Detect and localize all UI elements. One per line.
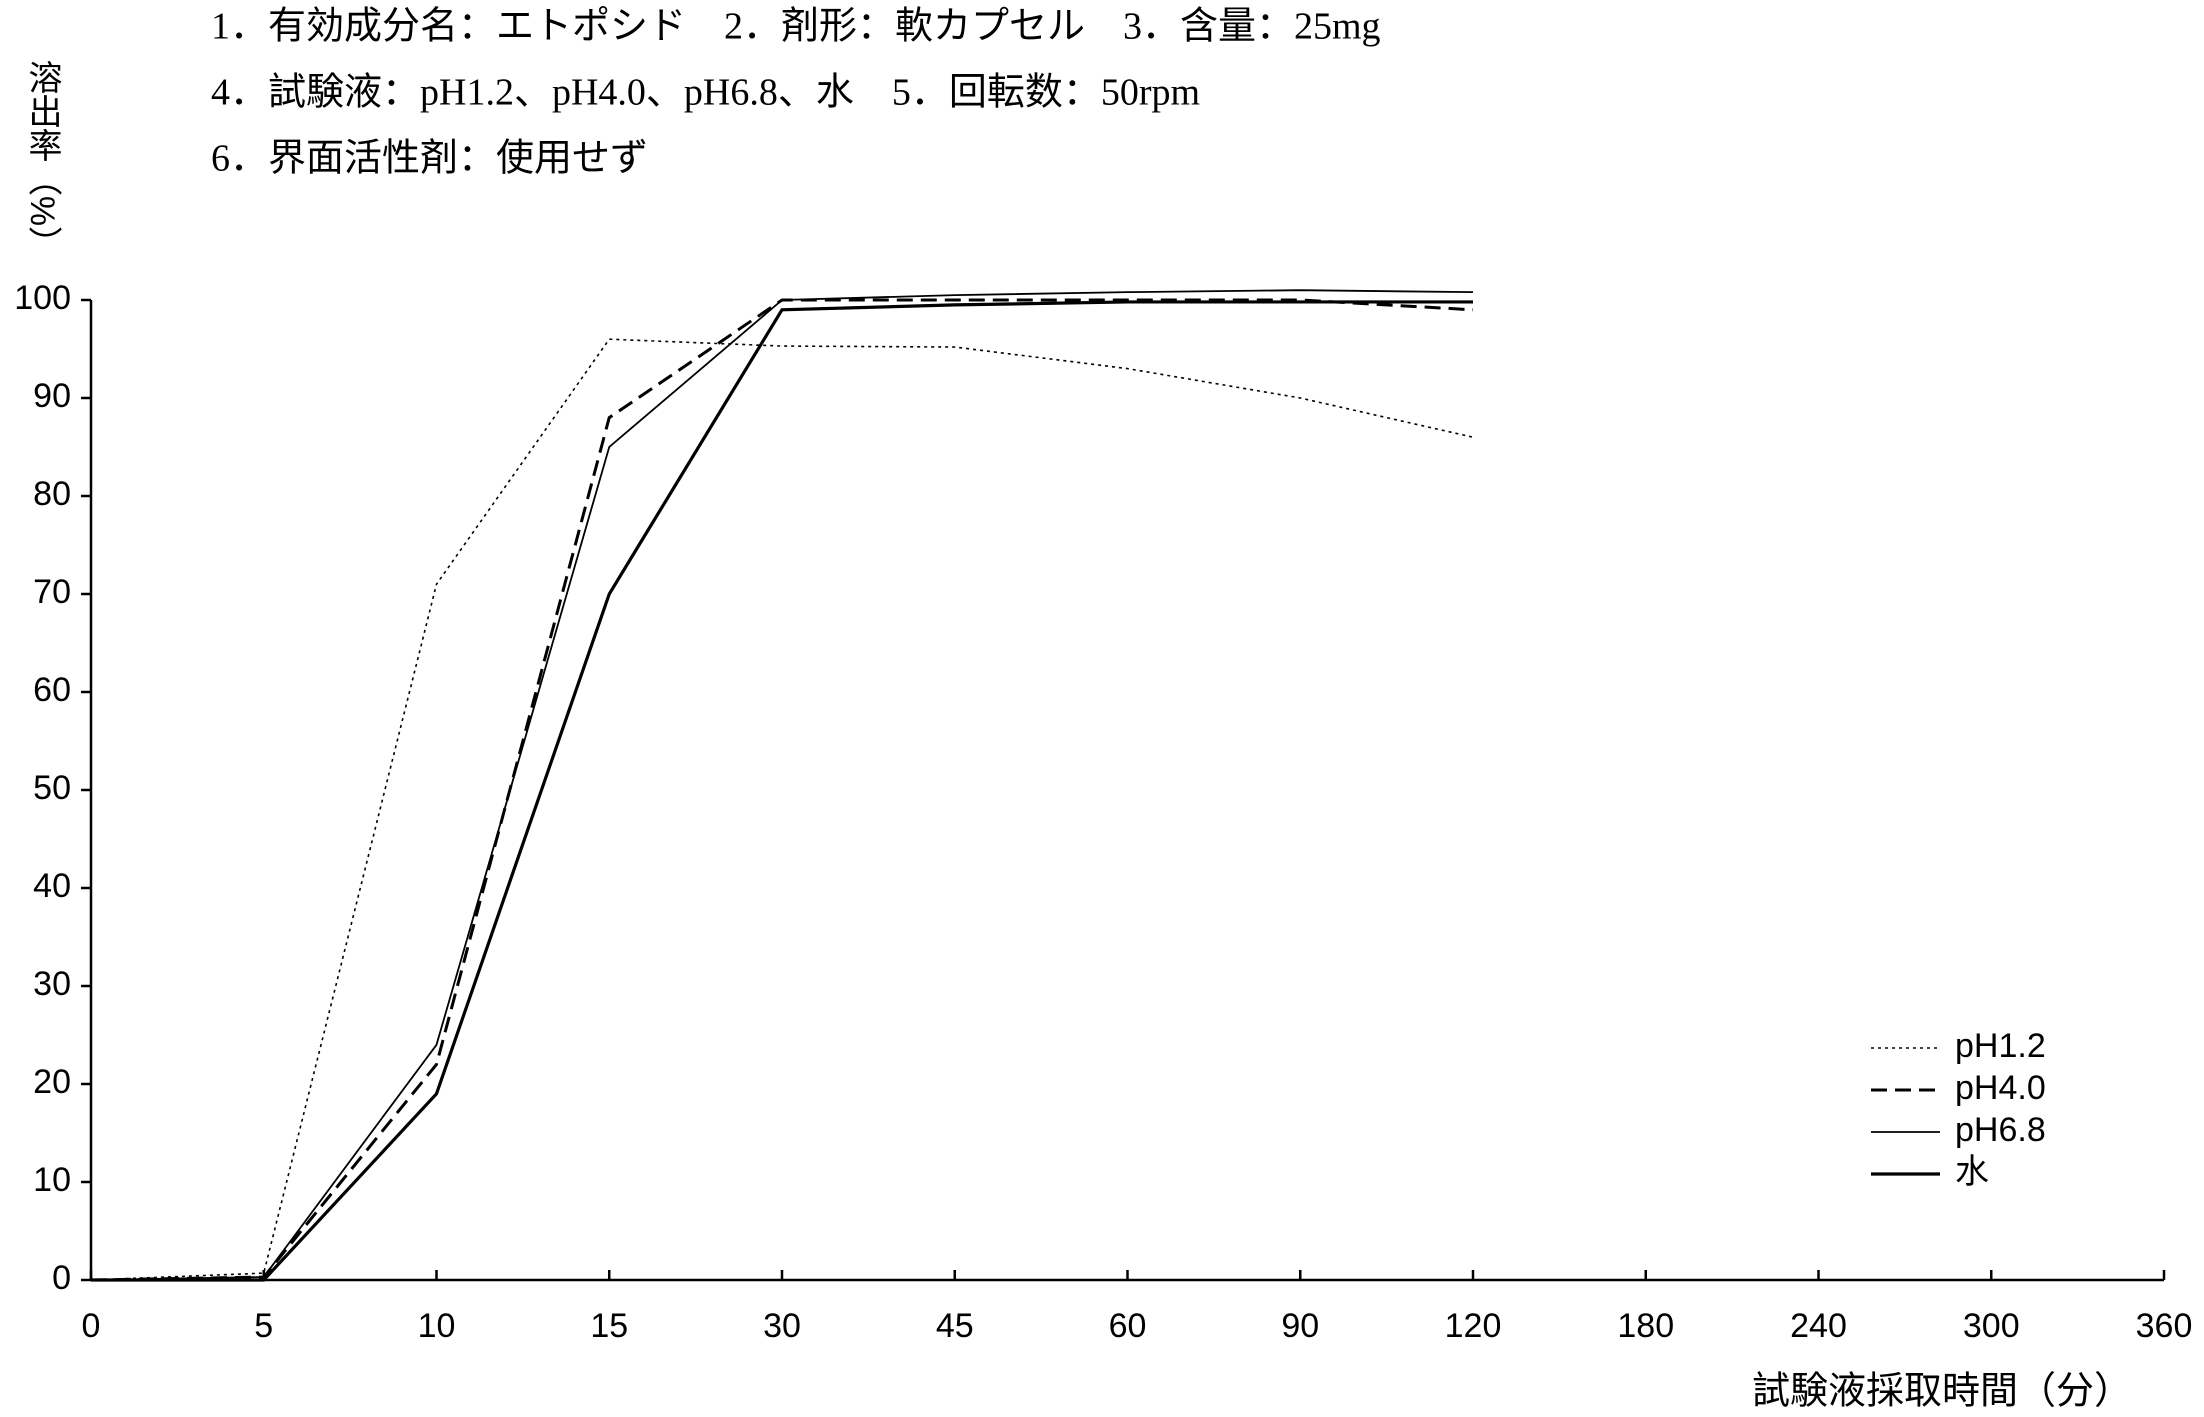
x-tick-label: 30 [763, 1307, 801, 1345]
y-tick-label: 10 [33, 1161, 71, 1199]
y-tick-label: 50 [33, 769, 71, 807]
x-tick-label: 90 [1281, 1307, 1319, 1345]
legend-label: pH1.2 [1955, 1027, 2046, 1065]
y-tick-label: 60 [33, 671, 71, 709]
series-line [90, 289, 1474, 1281]
chart-title: 4．試験液：pH1.2、pH4.0、pH6.8、水 5．回転数：50rpm [211, 72, 1200, 114]
x-tick-label: 10 [418, 1307, 456, 1345]
x-tick-label: 240 [1790, 1307, 1847, 1345]
y-tick-label: 90 [33, 377, 71, 415]
chart-title: 1．有効成分名：エトポシド 2．剤形：軟カプセル 3．含量：25mg [211, 6, 1381, 48]
y-tick-label: 20 [33, 1063, 71, 1101]
x-tick-label: 360 [2136, 1307, 2193, 1345]
y-tick-label: 40 [33, 867, 71, 905]
x-tick-label: 45 [936, 1307, 974, 1345]
legend-label: 水 [1955, 1153, 1989, 1191]
x-tick-label: 180 [1617, 1307, 1674, 1345]
y-axis-label: 溶出率（%） [23, 60, 62, 260]
y-tick-label: 0 [52, 1259, 71, 1297]
chart-title: 6．界面活性剤：使用せず [211, 138, 648, 180]
x-tick-label: 0 [82, 1307, 101, 1345]
y-tick-label: 30 [33, 965, 71, 1003]
x-tick-label: 120 [1445, 1307, 1502, 1345]
y-tick-label: 100 [14, 279, 71, 317]
legend-label: pH6.8 [1955, 1111, 2046, 1149]
x-axis-label: 試験液採取時間（分） [1752, 1371, 2132, 1413]
legend-label: pH4.0 [1955, 1069, 2046, 1107]
y-tick-label: 70 [33, 573, 71, 611]
x-tick-label: 60 [1109, 1307, 1147, 1345]
x-tick-label: 15 [590, 1307, 628, 1345]
series-line [90, 338, 1474, 1281]
series-line [91, 300, 1473, 1282]
x-tick-label: 300 [1963, 1307, 2020, 1345]
y-tick-label: 80 [33, 475, 71, 513]
x-tick-label: 5 [254, 1307, 273, 1345]
